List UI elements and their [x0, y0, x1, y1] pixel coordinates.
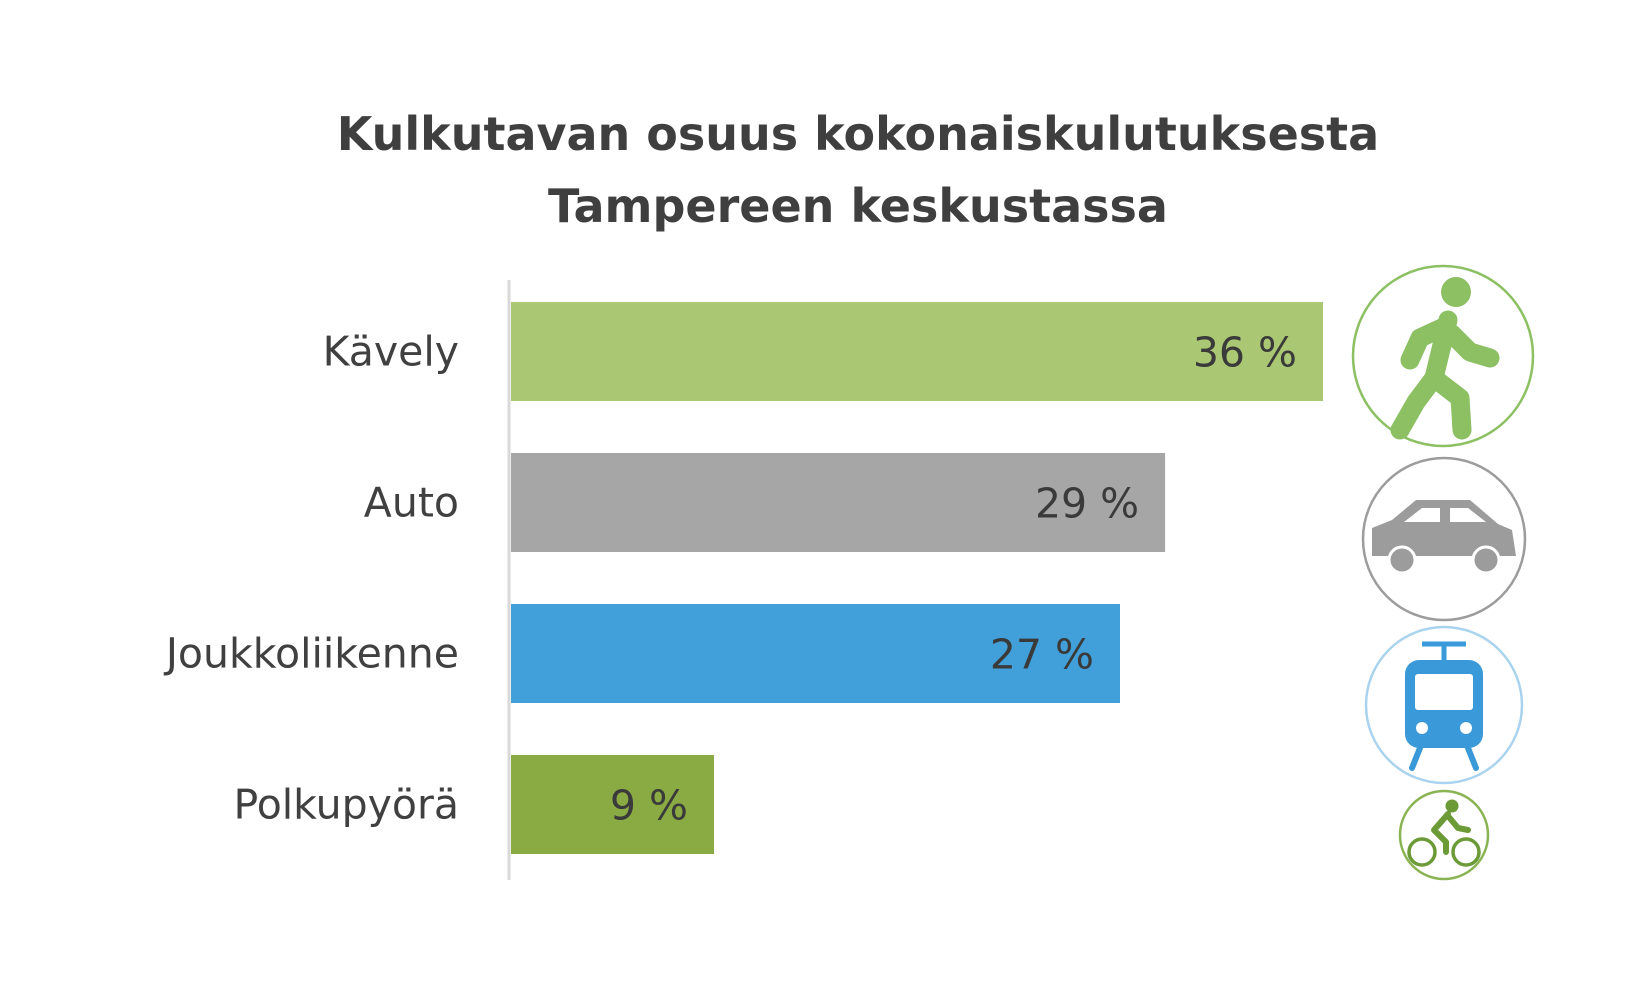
bicycle-icon-ring: [1398, 789, 1490, 881]
value-label: 36 %: [1193, 329, 1297, 377]
car-icon: [1361, 456, 1527, 622]
bar-1: [511, 302, 1323, 401]
walking-icon-ring: [1351, 264, 1535, 448]
category-label: Polkupyörä: [233, 781, 459, 829]
bar-2: [511, 453, 1166, 552]
chart-title-line-2: Tampereen keskustassa: [548, 179, 1168, 233]
category-label: Joukkoliikenne: [163, 630, 459, 678]
bars-group: Kävely 36 % Auto 29 % Joukkoliikenne 27 % Polk…: [163, 302, 1323, 854]
icons-group: [1351, 264, 1535, 881]
tram-icon: [1364, 625, 1524, 785]
tram-icon-ring: [1364, 625, 1524, 785]
value-label: 29 %: [1035, 480, 1139, 528]
category-label: Kävely: [323, 328, 459, 376]
bicycle-icon: [1398, 789, 1490, 881]
car-icon-ring: [1361, 456, 1527, 622]
category-label: Auto: [364, 479, 459, 527]
bar-3: [511, 604, 1120, 703]
value-label: 27 %: [990, 631, 1094, 679]
walking-person-icon: [1351, 264, 1535, 448]
bar-4: [511, 755, 714, 854]
value-label: 9 %: [610, 782, 688, 830]
chart-title-line-1: Kulkutavan osuus kokonaiskulutuksesta: [337, 107, 1379, 161]
